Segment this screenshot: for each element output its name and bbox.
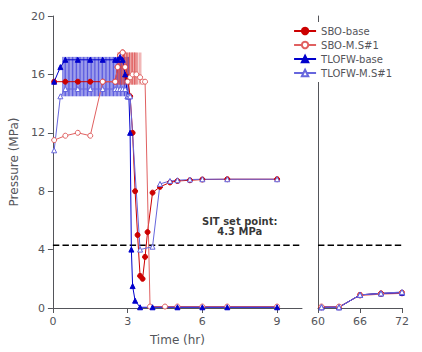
svg-text:Pressure (MPa): Pressure (MPa): [7, 118, 21, 207]
svg-text:72: 72: [395, 315, 409, 328]
svg-text:8: 8: [38, 185, 45, 198]
svg-text:TLOFW-base: TLOFW-base: [320, 54, 383, 65]
svg-text:12: 12: [31, 126, 45, 139]
svg-text:4: 4: [38, 243, 45, 256]
svg-text:66: 66: [353, 315, 367, 328]
svg-text:SBO-base: SBO-base: [321, 26, 370, 37]
svg-text:4.3 MPa: 4.3 MPa: [217, 226, 262, 237]
svg-text:Time (hr): Time (hr): [149, 333, 205, 347]
svg-text:SBO-M.S#1: SBO-M.S#1: [321, 40, 379, 51]
svg-text:0: 0: [49, 315, 56, 328]
svg-text:20: 20: [31, 10, 45, 23]
svg-text:16: 16: [31, 68, 45, 81]
svg-text:60: 60: [311, 315, 325, 328]
svg-text:9: 9: [274, 315, 281, 328]
svg-text:TLOFW-M.S#1: TLOFW-M.S#1: [320, 68, 392, 79]
svg-text:6: 6: [199, 315, 206, 328]
svg-text:SIT set point:: SIT set point:: [201, 216, 278, 227]
svg-text:3: 3: [124, 315, 131, 328]
svg-text:0: 0: [38, 302, 45, 315]
